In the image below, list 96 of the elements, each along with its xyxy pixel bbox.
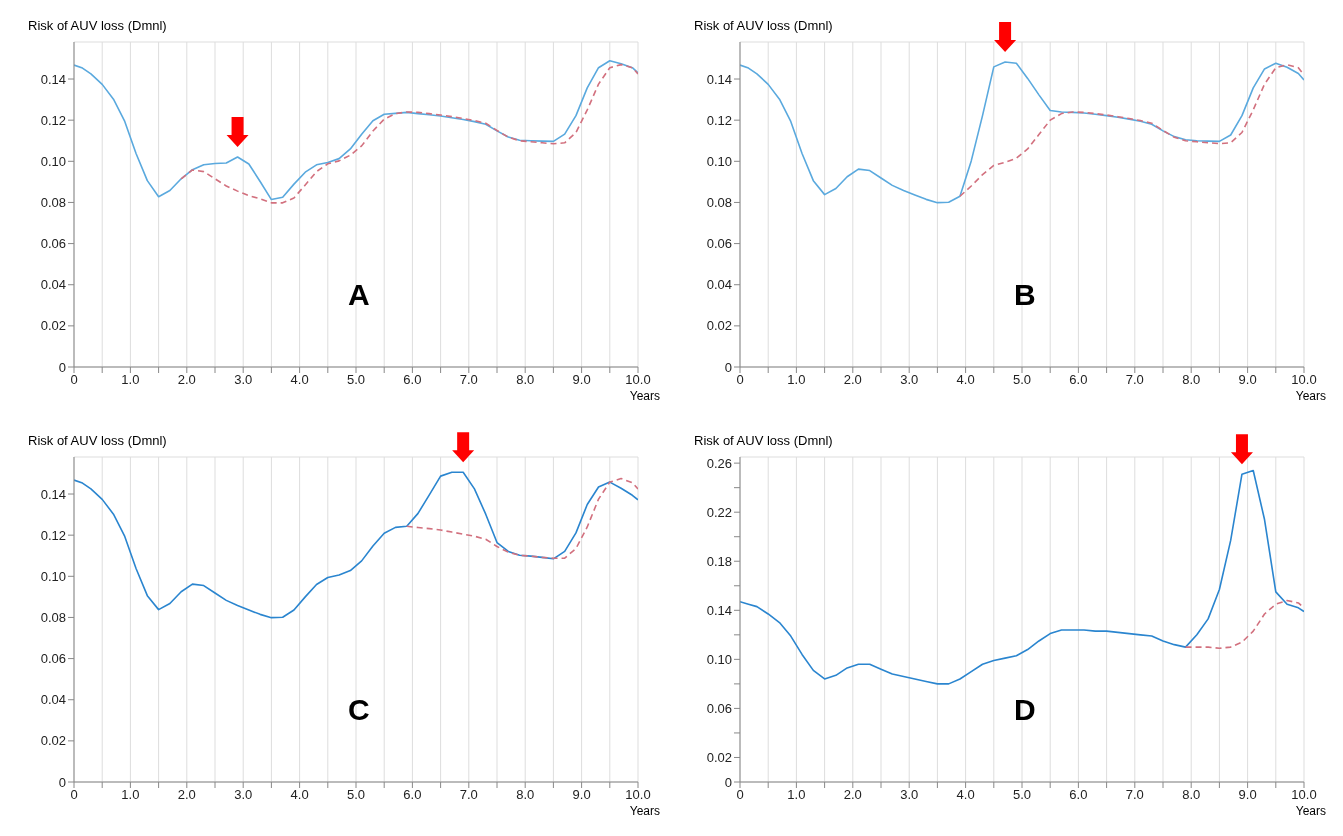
annotation: C xyxy=(348,693,370,727)
x-tick-label: 10.0 xyxy=(625,372,651,388)
y-tick-label: 0.08 xyxy=(706,195,732,211)
x-tick-label: 6.0 xyxy=(1069,372,1088,388)
line-series xyxy=(740,469,1304,685)
line-series xyxy=(405,477,638,559)
x-tick-label: 6.0 xyxy=(403,372,422,388)
y-tick-label: 0.02 xyxy=(40,318,66,334)
line-series xyxy=(74,471,638,619)
x-tick-label: 3.0 xyxy=(900,372,919,388)
x-tick-label: 4.0 xyxy=(956,787,975,803)
x-tick-label: 1.0 xyxy=(121,372,140,388)
y-tick-label: 0.02 xyxy=(40,733,66,749)
x-tick-label: 4.0 xyxy=(290,787,309,803)
y-tick-label: 0.10 xyxy=(40,153,66,169)
y-tick-label: 0 xyxy=(724,359,732,375)
y-tick-label: 0.06 xyxy=(706,236,732,252)
y-tick-label: 0.14 xyxy=(706,71,732,87)
x-tick-label: 0 xyxy=(736,787,744,803)
y-tick-label: 0.06 xyxy=(40,236,66,252)
y-tick-label: 0.06 xyxy=(706,701,732,717)
x-tick-label: 10.0 xyxy=(625,787,651,803)
x-tick-label: 7.0 xyxy=(459,787,478,803)
x-tick-label: 6.0 xyxy=(403,787,422,803)
x-axis-title: Years xyxy=(629,804,660,818)
x-tick-label: 4.0 xyxy=(290,372,309,388)
x-tick-label: 10.0 xyxy=(1291,787,1317,803)
x-tick-label: 10.0 xyxy=(1291,372,1317,388)
y-tick-label: 0.08 xyxy=(40,610,66,626)
y-tick-label: 0.04 xyxy=(40,277,66,293)
x-tick-label: 5.0 xyxy=(1012,787,1032,803)
x-tick-label: 8.0 xyxy=(1182,372,1201,388)
x-tick-label: 3.0 xyxy=(234,372,253,388)
x-axis-title: Years xyxy=(1295,389,1326,403)
x-axis-title: Years xyxy=(1295,804,1326,818)
x-axis-title: Years xyxy=(629,389,660,403)
x-tick-label: 1.0 xyxy=(787,372,806,388)
y-tick-label: 0.18 xyxy=(706,553,732,569)
x-tick-label: 1.0 xyxy=(787,787,806,803)
y-tick-label: 0.22 xyxy=(706,504,732,520)
x-tick-label: 8.0 xyxy=(516,787,535,803)
y-axis-title: Risk of AUV loss (Dmnl) xyxy=(28,433,167,448)
x-tick-label: 5.0 xyxy=(1012,372,1032,388)
y-tick-label: 0.14 xyxy=(40,71,66,87)
y-tick-label: 0.10 xyxy=(706,153,732,169)
x-tick-label: 9.0 xyxy=(1238,787,1257,803)
y-tick-label: 0.02 xyxy=(706,318,732,334)
x-tick-label: 9.0 xyxy=(572,372,591,388)
x-tick-label: 4.0 xyxy=(956,372,975,388)
x-tick-label: 2.0 xyxy=(177,372,196,388)
x-tick-label: 2.0 xyxy=(843,372,862,388)
line-series xyxy=(740,61,1304,204)
x-tick-label: 0 xyxy=(736,372,744,388)
x-tick-label: 0 xyxy=(70,372,78,388)
y-tick-label: 0 xyxy=(58,774,66,790)
x-tick-label: 3.0 xyxy=(900,787,919,803)
x-tick-label: 3.0 xyxy=(234,787,253,803)
y-tick-label: 0.10 xyxy=(40,568,66,584)
x-tick-label: 5.0 xyxy=(346,787,366,803)
y-axis-title: Risk of AUV loss (Dmnl) xyxy=(694,433,833,448)
x-tick-label: 2.0 xyxy=(843,787,862,803)
y-tick-label: 0.10 xyxy=(706,651,732,667)
y-tick-label: 0.04 xyxy=(706,277,732,293)
line-series xyxy=(959,63,1304,198)
x-tick-label: 9.0 xyxy=(1238,372,1257,388)
annotation: D xyxy=(1014,693,1036,727)
y-tick-label: 0.12 xyxy=(40,112,66,128)
y-tick-label: 0.02 xyxy=(706,750,732,766)
line-series xyxy=(180,63,638,204)
x-tick-label: 8.0 xyxy=(516,372,535,388)
x-tick-label: 7.0 xyxy=(459,372,478,388)
line-series xyxy=(74,59,638,201)
y-tick-label: 0.12 xyxy=(706,112,732,128)
x-tick-label: 9.0 xyxy=(572,787,591,803)
x-tick-label: 6.0 xyxy=(1069,787,1088,803)
line-series xyxy=(1184,599,1304,650)
y-tick-label: 0.04 xyxy=(40,692,66,708)
x-tick-label: 0 xyxy=(70,787,78,803)
y-tick-label: 0.06 xyxy=(40,651,66,667)
y-tick-label: 0.12 xyxy=(40,527,66,543)
y-tick-label: 0.14 xyxy=(40,486,66,502)
annotation: A xyxy=(348,278,370,312)
x-tick-label: 8.0 xyxy=(1182,787,1201,803)
x-tick-label: 7.0 xyxy=(1125,372,1144,388)
y-axis-title: Risk of AUV loss (Dmnl) xyxy=(28,18,167,33)
x-tick-label: 2.0 xyxy=(177,787,196,803)
x-tick-label: 7.0 xyxy=(1125,787,1144,803)
x-tick-label: 5.0 xyxy=(346,372,366,388)
y-tick-label: 0.26 xyxy=(706,455,732,471)
y-tick-label: 0 xyxy=(724,774,732,790)
y-tick-label: 0.14 xyxy=(706,602,732,618)
annotation: B xyxy=(1014,278,1036,312)
y-tick-label: 0.08 xyxy=(40,195,66,211)
x-tick-label: 1.0 xyxy=(121,787,140,803)
y-axis-title: Risk of AUV loss (Dmnl) xyxy=(694,18,833,33)
y-tick-label: 0 xyxy=(58,359,66,375)
